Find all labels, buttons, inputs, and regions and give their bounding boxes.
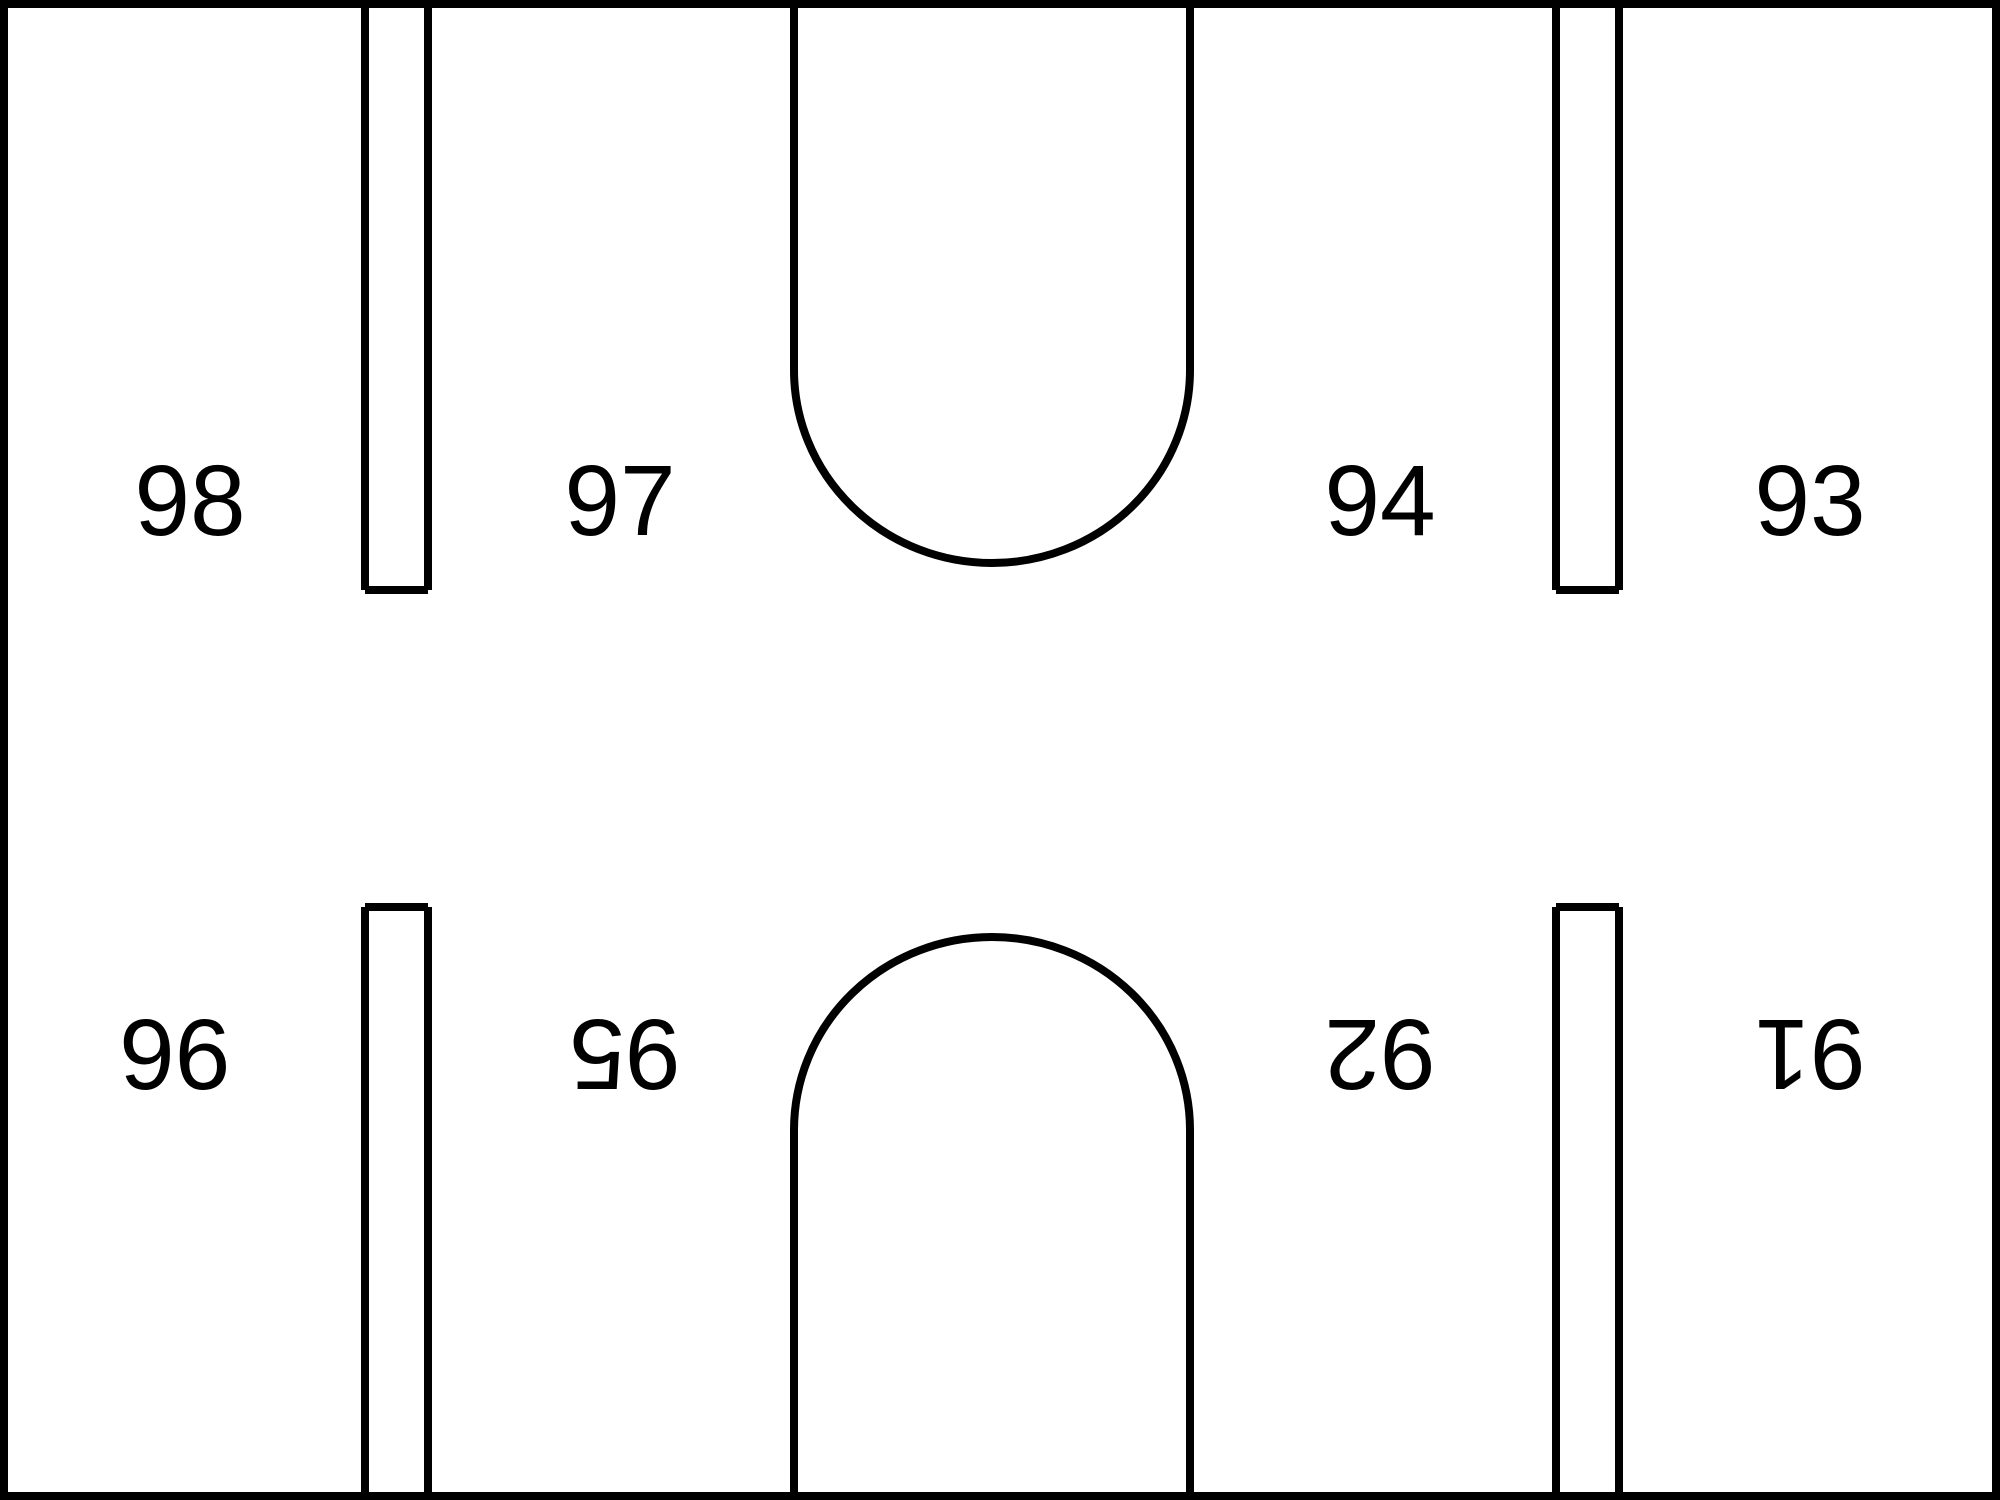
u-cutout-bottom	[790, 933, 1194, 1496]
room-label-94: 94	[1324, 445, 1435, 557]
wall-slot-bottom-right	[1552, 903, 1623, 1496]
wall-slot-top-right	[1552, 4, 1623, 594]
room-label-91: 91	[1754, 998, 1865, 1110]
wall-slot-top-left	[361, 4, 432, 594]
room-label-98: 98	[134, 445, 245, 557]
wall-slot-bottom-left	[361, 903, 432, 1496]
room-label-95: 95	[569, 998, 680, 1110]
u-cutout-top	[790, 4, 1194, 567]
room-label-93: 93	[1754, 445, 1865, 557]
room-label-96: 96	[119, 998, 230, 1110]
room-label-97: 97	[564, 445, 675, 557]
room-label-92: 92	[1324, 998, 1435, 1110]
